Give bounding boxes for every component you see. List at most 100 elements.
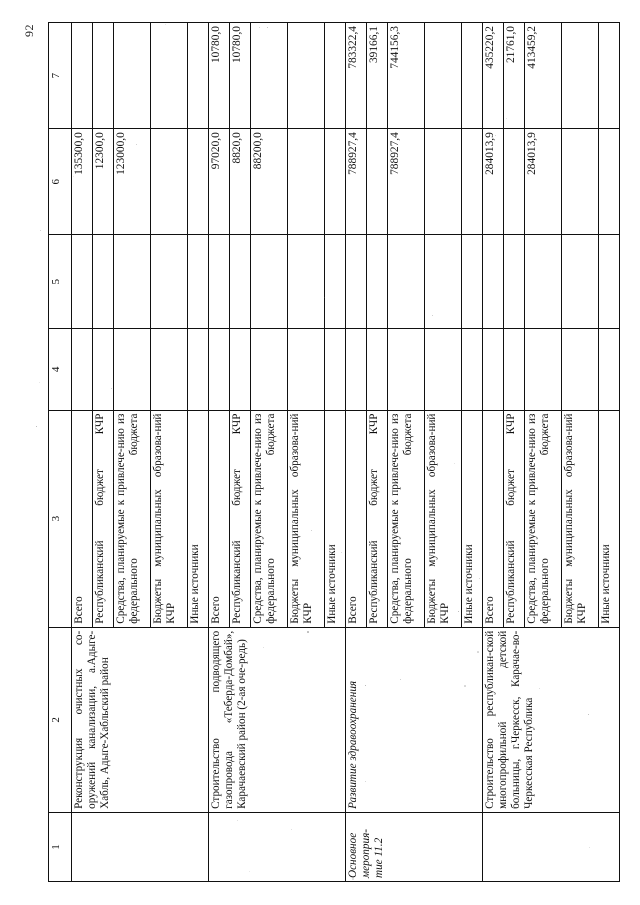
column-number-3: 3: [49, 410, 72, 627]
amount-cell-4: [72, 329, 93, 410]
amount-cell-5: [208, 235, 229, 329]
amount-cell-6: 123000,0: [113, 129, 150, 235]
amount-cell-6: 284013,9: [524, 129, 561, 235]
amount-cell-4: [503, 329, 524, 410]
amount-cell-6: [425, 129, 462, 235]
amount-cell-7: 10780,0: [229, 23, 250, 129]
amount-cell-4: [151, 329, 188, 410]
amount-cell-5: [599, 235, 620, 329]
amount-cell-5: [288, 235, 325, 329]
amount-cell-6: [288, 129, 325, 235]
amount-cell-7: [250, 23, 287, 129]
measure-name-cell: Строительство подводящего газопровода «Т…: [208, 627, 345, 812]
amount-cell-7: [92, 23, 113, 129]
measure-code-cell: [208, 812, 345, 881]
funding-source-cell: Республиканский бюджет КЧР: [503, 410, 524, 627]
column-number-7: 7: [49, 23, 72, 129]
amount-cell-7: 39166,1: [366, 23, 387, 129]
amount-cell-4: [250, 329, 287, 410]
amount-cell-5: [524, 235, 561, 329]
amount-cell-7: [425, 23, 462, 129]
amount-cell-4: [229, 329, 250, 410]
measure-name-cell: Развитие здравоохранения: [345, 627, 482, 812]
amount-cell-5: [151, 235, 188, 329]
budget-table-body: 1 2 3 4 5 6 7 Реконструкция очистных со-оружени…: [49, 23, 620, 882]
amount-cell-5: [92, 235, 113, 329]
funding-source-cell: Бюджеты муниципальных образова-ний КЧР: [151, 410, 188, 627]
amount-cell-7: [599, 23, 620, 129]
amount-cell-7: 783322,4: [345, 23, 366, 129]
amount-cell-6: [325, 129, 346, 235]
column-number-2: 2: [49, 627, 72, 812]
amount-cell-4: [482, 329, 503, 410]
table-row: Реконструкция очистных со-оружений канал…: [72, 23, 93, 882]
amount-cell-4: [387, 329, 424, 410]
amount-cell-6: [503, 129, 524, 235]
amount-cell-4: [325, 329, 346, 410]
amount-cell-6: 284013,9: [482, 129, 503, 235]
funding-source-cell: Иные источники: [462, 410, 483, 627]
amount-cell-7: [151, 23, 188, 129]
table-row: Строительство подводящего газопровода «Т…: [208, 23, 229, 882]
funding-source-cell: Иные источники: [325, 410, 346, 627]
column-number-row: 1234567: [49, 23, 72, 882]
rotated-table-wrapper: 1 2 3 4 5 6 7 Реконструкция очистных со-оружени…: [48, 22, 620, 882]
funding-source-cell: Средства, планируемые к привлече-нию из …: [113, 410, 150, 627]
measure-name-cell: Строительство республикан-ской многопроф…: [482, 627, 619, 812]
amount-cell-4: [345, 329, 366, 410]
funding-source-cell: Всего: [208, 410, 229, 627]
measure-code-cell: Основное мероприя-тие 11.2: [345, 812, 482, 881]
funding-source-cell: Всего: [345, 410, 366, 627]
amount-cell-7: [325, 23, 346, 129]
amount-cell-4: [425, 329, 462, 410]
funding-source-cell: Бюджеты муниципальных образова-ний КЧР: [288, 410, 325, 627]
amount-cell-6: [188, 129, 209, 235]
amount-cell-7: [288, 23, 325, 129]
amount-cell-6: [151, 129, 188, 235]
amount-cell-6: 12300,0: [92, 129, 113, 235]
amount-cell-5: [345, 235, 366, 329]
measure-name-cell: Реконструкция очистных со-оружений канал…: [72, 627, 209, 812]
amount-cell-5: [503, 235, 524, 329]
funding-source-cell: Средства, планируемые к привлече-нию из …: [250, 410, 287, 627]
budget-table: 1 2 3 4 5 6 7 Реконструкция очистных со-оружени…: [48, 22, 620, 882]
amount-cell-7: [462, 23, 483, 129]
funding-source-cell: Республиканский бюджет КЧР: [366, 410, 387, 627]
funding-source-cell: Республиканский бюджет КЧР: [229, 410, 250, 627]
funding-source-cell: Иные источники: [599, 410, 620, 627]
amount-cell-7: 21761,0: [503, 23, 524, 129]
funding-source-cell: Бюджеты муниципальных образова-ний КЧР: [425, 410, 462, 627]
measure-code-cell: [482, 812, 619, 881]
amount-cell-4: [188, 329, 209, 410]
amount-cell-5: [113, 235, 150, 329]
scanned-page: 92 1 2 3 4 5 6 7 Реконструкция очистных со-оруж…: [0, 0, 640, 905]
amount-cell-5: [462, 235, 483, 329]
amount-cell-5: [325, 235, 346, 329]
funding-source-cell: Республиканский бюджет КЧР: [92, 410, 113, 627]
amount-cell-7: [188, 23, 209, 129]
amount-cell-6: 135300,0: [72, 129, 93, 235]
amount-cell-7: 744156,3: [387, 23, 424, 129]
amount-cell-5: [562, 235, 599, 329]
amount-cell-4: [462, 329, 483, 410]
amount-cell-4: [208, 329, 229, 410]
amount-cell-6: 97020,0: [208, 129, 229, 235]
amount-cell-7: 435220,2: [482, 23, 503, 129]
amount-cell-5: [482, 235, 503, 329]
amount-cell-5: [229, 235, 250, 329]
amount-cell-7: [72, 23, 93, 129]
amount-cell-5: [72, 235, 93, 329]
funding-source-cell: Всего: [482, 410, 503, 627]
amount-cell-7: [562, 23, 599, 129]
measure-code-cell: [72, 812, 209, 881]
column-number-4: 4: [49, 329, 72, 410]
column-number-6: 6: [49, 129, 72, 235]
table-row: Строительство республикан-ской многопроф…: [482, 23, 503, 882]
funding-source-cell: Иные источники: [188, 410, 209, 627]
amount-cell-4: [599, 329, 620, 410]
column-number-5: 5: [49, 235, 72, 329]
column-number-1: 1: [49, 812, 72, 881]
amount-cell-4: [92, 329, 113, 410]
amount-cell-5: [250, 235, 287, 329]
amount-cell-6: 88200,0: [250, 129, 287, 235]
